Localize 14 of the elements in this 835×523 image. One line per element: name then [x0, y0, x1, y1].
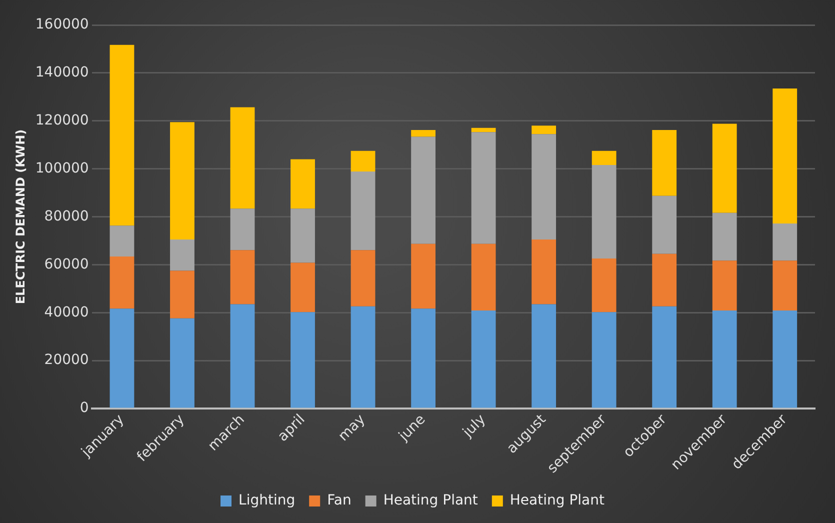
y-tick-label: 0	[80, 400, 89, 416]
y-axis-title: ELECTRIC DEMAND (KWH)	[13, 129, 28, 304]
y-tick-label: 20000	[44, 352, 89, 368]
legend-label: Fan	[327, 492, 352, 509]
y-tick-label: 80000	[44, 208, 89, 224]
y-tick-label: 140000	[35, 64, 89, 81]
legend-label: Heating Plant	[383, 492, 478, 509]
y-tick-label: 100000	[35, 160, 89, 176]
legend-label: Heating Plant	[510, 492, 605, 509]
y-tick-label: 160000	[35, 16, 89, 33]
y-tick-label: 40000	[44, 304, 89, 320]
y-tick-label: 120000	[35, 112, 89, 129]
legend-label: Lighting	[238, 492, 296, 509]
y-tick-label: 60000	[44, 256, 89, 272]
